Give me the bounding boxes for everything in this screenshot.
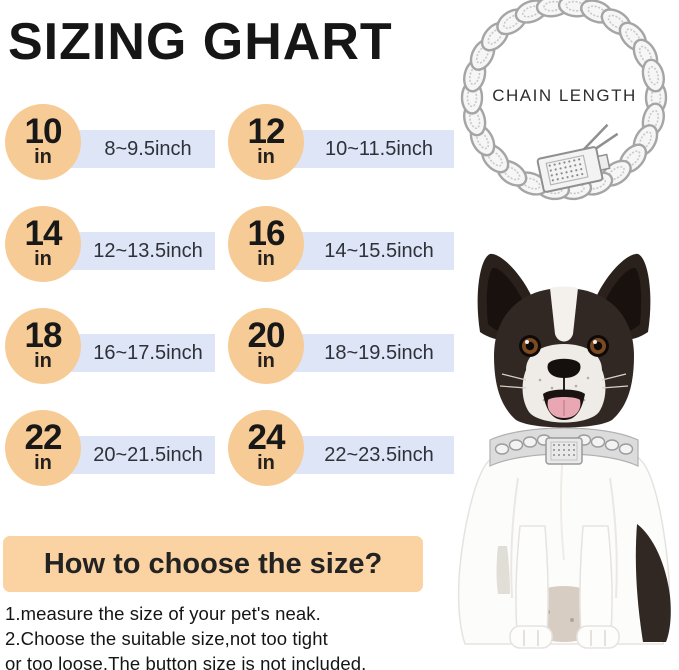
size-range: 20~21.5inch [93, 443, 203, 466]
size-unit: in [34, 248, 52, 271]
size-unit: in [257, 248, 275, 271]
chain-collar [489, 427, 639, 467]
size-unit: in [257, 452, 275, 475]
size-unit: in [257, 350, 275, 373]
size-range: 22~23.5inch [324, 443, 434, 466]
size-value: 14 [24, 213, 63, 253]
size-option-18in: 18 in 16~17.5inch [5, 308, 215, 390]
page-title: SIZING GHART [8, 13, 393, 71]
size-circle: 12 in [228, 104, 304, 180]
size-option-12in: 12 in 10~11.5inch [228, 104, 454, 186]
how-to-heading: How to choose the size? [3, 536, 423, 592]
chain-links [460, 0, 668, 201]
chain-clasp [536, 123, 619, 193]
size-range: 8~9.5inch [104, 137, 192, 160]
size-option-22in: 22 in 20~21.5inch [5, 410, 215, 492]
size-value: 10 [24, 111, 63, 151]
size-range: 18~19.5inch [324, 341, 434, 364]
size-value: 24 [247, 417, 286, 457]
dog-body [457, 433, 671, 649]
size-value: 22 [24, 417, 63, 457]
size-range: 10~11.5inch [324, 137, 434, 160]
chain-length-label: CHAIN LENGTH [492, 86, 637, 105]
dog-nose [547, 358, 581, 378]
dog-eyes [519, 335, 609, 357]
chain-ring-illustration [460, 0, 668, 201]
size-option-14in: 14 in 12~13.5inch [5, 206, 215, 288]
size-unit: in [257, 146, 275, 169]
size-range: 14~15.5inch [324, 239, 434, 262]
how-to-instructions: 1.measure the size of your pet's neak. 2… [5, 601, 455, 670]
size-circle: 14 in [5, 206, 81, 282]
size-option-16in: 16 in 14~15.5inch [228, 206, 454, 288]
size-circle: 22 in [5, 410, 81, 486]
size-option-10in: 10 in 8~9.5inch [5, 104, 215, 186]
instruction-line: or too loose.The button size is not incl… [5, 653, 367, 670]
size-option-20in: 20 in 18~19.5inch [228, 308, 454, 390]
size-circle: 24 in [228, 410, 304, 486]
size-range: 12~13.5inch [93, 239, 203, 262]
instruction-line: 2.Choose the suitable size,not too tight [5, 628, 328, 649]
size-unit: in [34, 350, 52, 373]
size-value: 18 [24, 315, 63, 355]
dog-photo [457, 253, 671, 649]
size-circle: 20 in [228, 308, 304, 384]
size-value: 20 [247, 315, 286, 355]
dog-head [477, 253, 651, 428]
size-unit: in [34, 146, 52, 169]
size-unit: in [34, 452, 52, 475]
size-value: 16 [247, 213, 286, 253]
size-circle: 18 in [5, 308, 81, 384]
instruction-line: 1.measure the size of your pet's neak. [5, 603, 321, 624]
size-option-24in: 24 in 22~23.5inch [228, 410, 454, 492]
size-circle: 16 in [228, 206, 304, 282]
size-circle: 10 in [5, 104, 81, 180]
size-value: 12 [247, 111, 286, 151]
size-range: 16~17.5inch [93, 341, 203, 364]
